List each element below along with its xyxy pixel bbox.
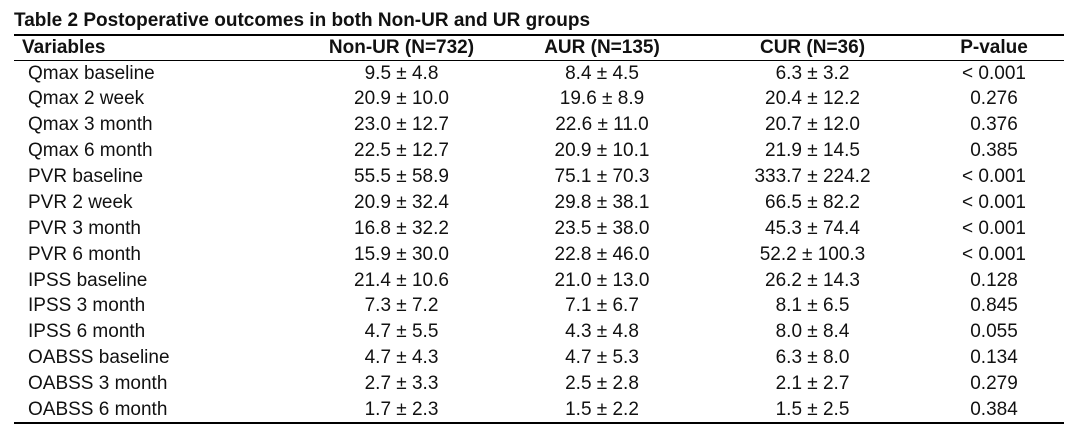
table-row: Qmax 6 month 22.5 ± 12.7 20.9 ± 10.1 21.9 ±… [14,138,1064,164]
header-non-ur: Non-UR (N=732) [328,37,475,58]
aur-cell: 1.5 ± 2.2 [565,398,639,420]
cur-cell: 1.5 ± 2.5 [775,398,850,420]
non-ur-cell: 20.9 ± 32.4 [354,191,449,213]
non-ur-cell: 22.5 ± 12.7 [354,140,449,162]
cur-cell: 52.2 ± 100.3 [759,243,866,265]
aur-cell: 75.1 ± 70.3 [554,166,650,187]
variable-cell: IPSS baseline [28,269,148,291]
table-row: Qmax 2 week 20.9 ± 10.0 19.6 ± 8.9 20.4 ± 1… [14,86,1064,112]
cur-cell: 20.4 ± 12.2 [765,88,860,110]
table-header: Variables Non-UR (N=732) AUR (N=135) CUR… [14,35,1064,61]
table-row: PVR 3 month 16.8 ± 32.2 23.5 ± 38.0 45.3 ± … [14,216,1064,242]
cur-cell: 2.1 ± 2.7 [775,373,850,395]
aur-cell: 4.3 ± 4.8 [565,321,639,343]
p-value-cell: < 0.001 [962,62,1026,84]
non-ur-cell: 4.7 ± 5.5 [364,321,439,343]
non-ur-cell: 2.7 ± 3.3 [364,373,439,395]
p-value-cell: 0.279 [970,373,1018,395]
non-ur-cell: 23.0 ± 12.7 [354,114,449,136]
aur-cell: 20.9 ± 10.1 [554,140,650,162]
aur-cell: 8.4 ± 4.5 [565,62,639,84]
cur-cell: 20.7 ± 12.0 [765,114,860,136]
variable-cell: Qmax 2 week [28,88,145,110]
header-aur: AUR (N=135) [544,37,660,58]
p-value-cell: 0.055 [970,321,1018,343]
header-cur: CUR (N=36) [759,37,866,58]
outcomes-table: Variables Non-UR (N=732) AUR (N=135) CUR… [14,34,1064,424]
p-value-cell: 0.385 [970,140,1018,162]
table-row: PVR 2 week 20.9 ± 32.4 29.8 ± 38.1 66.5 ± 8… [14,190,1064,216]
table-row: IPSS baseline 21.4 ± 10.6 21.0 ± 13.0 26.2 … [14,268,1064,294]
table-row: OABSS baseline 4.7 ± 4.3 4.7 ± 5.3 6.3 ± 8.… [14,345,1064,371]
table-caption: Table 2 Postoperative outcomes in both N… [14,10,591,31]
cur-cell: 8.0 ± 8.4 [775,321,850,343]
p-value-cell: < 0.001 [962,166,1026,187]
non-ur-cell: 16.8 ± 32.2 [354,217,449,239]
non-ur-cell: 55.5 ± 58.9 [354,166,449,187]
aur-cell: 29.8 ± 38.1 [554,191,650,213]
cur-cell: 8.1 ± 6.5 [775,295,850,317]
cur-cell: 333.7 ± 224.2 [754,166,871,187]
aur-cell: 7.1 ± 6.7 [565,295,639,317]
p-value-cell: 0.376 [970,114,1018,136]
p-value-cell: 0.384 [970,398,1018,420]
p-value-cell: < 0.001 [962,243,1026,265]
variable-cell: OABSS 6 month [28,398,168,420]
non-ur-cell: 20.9 ± 10.0 [354,88,449,110]
variable-cell: Qmax baseline [28,62,155,84]
aur-cell: 21.0 ± 13.0 [554,269,650,291]
header-p-value: P-value [960,37,1028,58]
variable-cell: IPSS 3 month [28,295,146,317]
p-value-cell: < 0.001 [962,191,1026,213]
aur-cell: 19.6 ± 8.9 [559,88,645,110]
cur-cell: 26.2 ± 14.3 [765,269,860,291]
p-value-cell: 0.276 [970,88,1018,110]
table-row: IPSS 3 month 7.3 ± 7.2 7.1 ± 6.7 8.1 ± 6.5 0… [14,294,1064,320]
non-ur-cell: 15.9 ± 30.0 [354,243,449,265]
cur-cell: 21.9 ± 14.5 [765,140,860,162]
cur-cell: 66.5 ± 82.2 [765,191,860,213]
cur-cell: 6.3 ± 3.2 [775,62,850,84]
table-body: Qmax baseline 9.5 ± 4.8 8.4 ± 4.5 6.3 ± 3.2… [14,61,1064,423]
table-row: Qmax baseline 9.5 ± 4.8 8.4 ± 4.5 6.3 ± 3.2… [14,61,1064,87]
variable-cell: OABSS 3 month [28,373,168,395]
p-value-cell: 0.845 [970,295,1018,317]
aur-cell: 4.7 ± 5.3 [565,347,639,369]
non-ur-cell: 1.7 ± 2.3 [364,398,439,420]
variable-cell: IPSS 6 month [28,321,146,343]
table-row: PVR baseline 55.5 ± 58.9 75.1 ± 70.3 333.7 … [14,164,1064,190]
header-row: Variables Non-UR (N=732) AUR (N=135) CUR… [14,35,1064,61]
aur-cell: 2.5 ± 2.8 [565,373,639,395]
aur-cell: 23.5 ± 38.0 [554,217,650,239]
non-ur-cell: 21.4 ± 10.6 [354,269,449,291]
non-ur-cell: 7.3 ± 7.2 [364,295,439,317]
table-row: IPSS 6 month 4.7 ± 5.5 4.3 ± 4.8 8.0 ± 8.4 0… [14,319,1064,345]
aur-cell: 22.8 ± 46.0 [554,243,650,265]
p-value-cell: 0.134 [970,347,1018,369]
table-row: PVR 6 month 15.9 ± 30.0 22.8 ± 46.0 52.2 ± … [14,242,1064,268]
aur-cell: 22.6 ± 11.0 [555,114,649,136]
table-row: OABSS 3 month 2.7 ± 3.3 2.5 ± 2.8 2.1 ± 2.7… [14,371,1064,397]
table-row: OABSS 6 month 1.7 ± 2.3 1.5 ± 2.2 1.5 ± 2.5… [14,397,1064,423]
header-variables: Variables [22,37,106,58]
non-ur-cell: 9.5 ± 4.8 [364,62,439,84]
variable-cell: Qmax 6 month [28,140,153,162]
cur-cell: 6.3 ± 8.0 [775,347,850,369]
p-value-cell: < 0.001 [962,217,1026,239]
cur-cell: 45.3 ± 74.4 [765,217,860,239]
table-container: Table 2 Postoperative outcomes in both N… [14,10,1064,424]
variable-cell: PVR 6 month [28,243,141,265]
variable-cell: PVR baseline [28,166,144,187]
variable-cell: PVR 2 week [28,191,133,213]
p-value-cell: 0.128 [970,269,1018,291]
non-ur-cell: 4.7 ± 4.3 [364,347,439,369]
variable-cell: OABSS baseline [28,347,170,369]
variable-cell: Qmax 3 month [28,114,153,136]
variable-cell: PVR 3 month [28,217,141,239]
table-row: Qmax 3 month 23.0 ± 12.7 22.6 ± 11.0 20.7 ±… [14,112,1064,138]
